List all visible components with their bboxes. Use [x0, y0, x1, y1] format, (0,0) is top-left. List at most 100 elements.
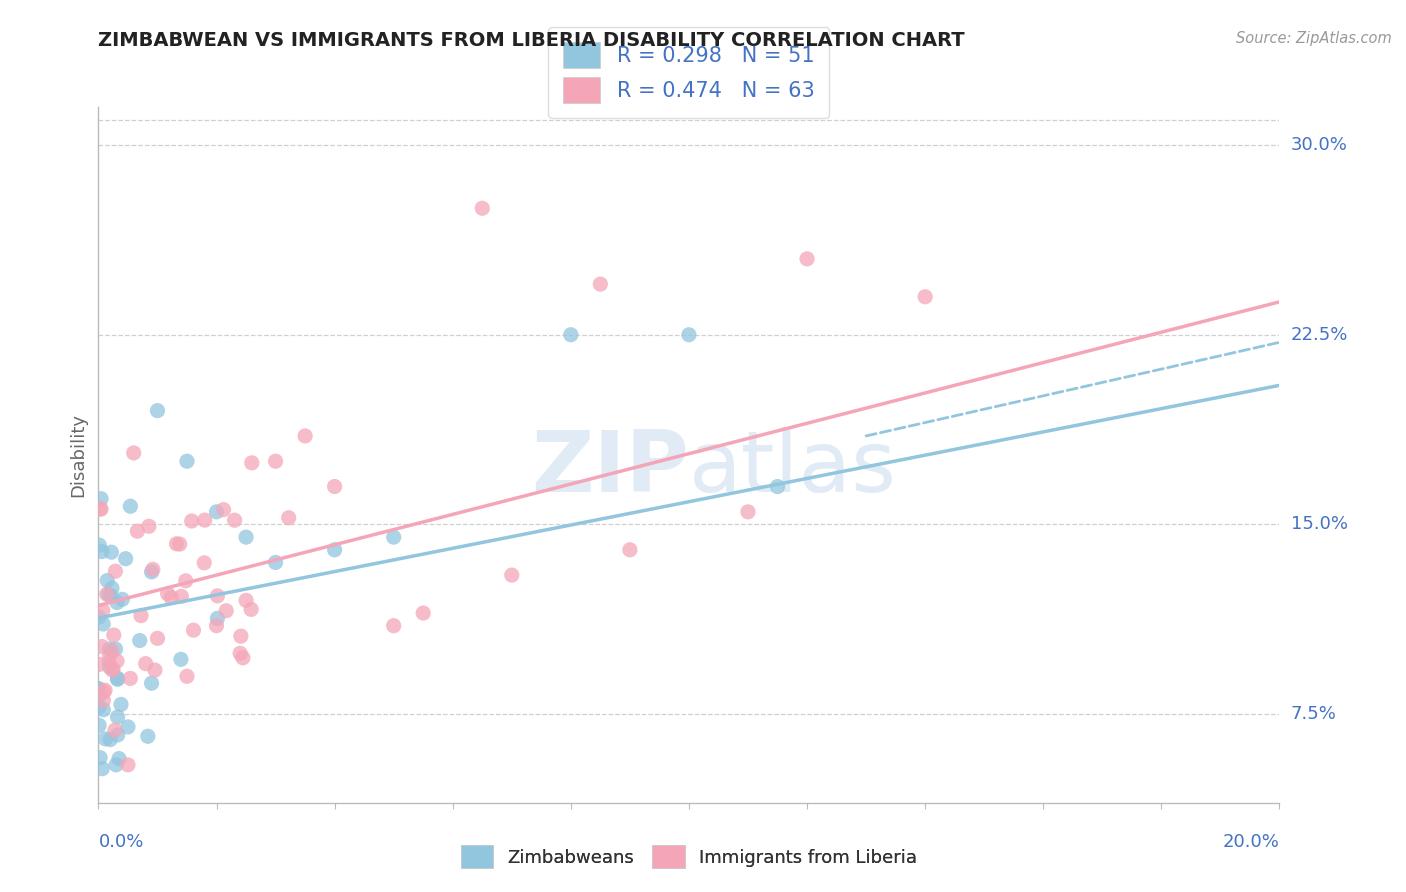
Text: 20.0%: 20.0%	[1223, 833, 1279, 851]
Point	[205, 618, 228, 632]
Point	[264, 556, 287, 570]
Point	[101, 663, 124, 677]
Point	[98, 656, 121, 670]
Point	[156, 587, 179, 601]
Point	[914, 290, 936, 304]
Point	[235, 593, 257, 607]
Point	[183, 623, 205, 637]
Point	[170, 590, 193, 604]
Point	[143, 663, 166, 677]
Point	[89, 750, 111, 764]
Point	[166, 537, 188, 551]
Point	[94, 683, 117, 698]
Text: ZIMBABWEAN VS IMMIGRANTS FROM LIBERIA DISABILITY CORRELATION CHART: ZIMBABWEAN VS IMMIGRANTS FROM LIBERIA DI…	[98, 31, 965, 50]
Point	[678, 327, 700, 342]
Point	[96, 587, 118, 601]
Point	[382, 618, 405, 632]
Point	[471, 201, 494, 215]
Point	[141, 565, 163, 579]
Point	[91, 762, 114, 776]
Point	[138, 519, 160, 533]
Point	[796, 252, 818, 266]
Point	[98, 648, 121, 663]
Point	[114, 551, 136, 566]
Point	[193, 556, 215, 570]
Point	[100, 545, 122, 559]
Point	[412, 606, 434, 620]
Point	[229, 629, 252, 643]
Point	[766, 479, 789, 493]
Point	[212, 502, 235, 516]
Text: 7.5%: 7.5%	[1291, 706, 1337, 723]
Point	[107, 671, 129, 685]
Text: 15.0%: 15.0%	[1291, 516, 1347, 533]
Point	[97, 588, 120, 602]
Point	[232, 650, 254, 665]
Point	[180, 514, 202, 528]
Point	[93, 685, 115, 699]
Point	[120, 500, 142, 514]
Point	[174, 574, 197, 588]
Point	[89, 657, 111, 672]
Point	[215, 604, 238, 618]
Point	[120, 672, 142, 686]
Point	[224, 513, 246, 527]
Text: Source: ZipAtlas.com: Source: ZipAtlas.com	[1236, 31, 1392, 46]
Point	[294, 429, 316, 443]
Point	[129, 608, 152, 623]
Point	[194, 513, 217, 527]
Point	[127, 524, 149, 538]
Text: ZIP: ZIP	[531, 427, 689, 510]
Point	[98, 660, 121, 674]
Point	[264, 454, 287, 468]
Point	[111, 592, 134, 607]
Point	[323, 479, 346, 493]
Point	[87, 700, 110, 714]
Point	[107, 728, 129, 742]
Point	[146, 632, 169, 646]
Point	[104, 564, 127, 578]
Point	[91, 603, 114, 617]
Point	[90, 491, 112, 506]
Point	[87, 690, 110, 704]
Point	[207, 589, 229, 603]
Point	[136, 729, 159, 743]
Point	[90, 502, 112, 516]
Point	[619, 542, 641, 557]
Point	[98, 732, 121, 747]
Point	[87, 682, 110, 697]
Point	[89, 501, 111, 516]
Point	[229, 646, 252, 660]
Point	[87, 610, 110, 624]
Point	[104, 723, 127, 738]
Point	[235, 530, 257, 544]
Point	[207, 611, 229, 625]
Point	[90, 544, 112, 558]
Point	[101, 662, 124, 676]
Point	[98, 642, 121, 657]
Point	[94, 731, 117, 746]
Point	[96, 574, 118, 588]
Text: 0.0%: 0.0%	[98, 833, 143, 851]
Point	[589, 277, 612, 292]
Point	[141, 676, 163, 690]
Point	[382, 530, 405, 544]
Point	[91, 640, 114, 654]
Point	[89, 538, 111, 552]
Point	[107, 710, 129, 724]
Point	[176, 669, 198, 683]
Point	[89, 718, 111, 732]
Point	[107, 673, 129, 687]
Point	[101, 581, 124, 595]
Point	[135, 657, 157, 671]
Text: atlas: atlas	[689, 427, 897, 510]
Point	[91, 693, 114, 707]
Point	[103, 628, 125, 642]
Legend: Zimbabweans, Immigrants from Liberia: Zimbabweans, Immigrants from Liberia	[451, 836, 927, 877]
Point	[240, 456, 263, 470]
Point	[170, 652, 193, 666]
Point	[146, 403, 169, 417]
Point	[323, 542, 346, 557]
Point	[501, 568, 523, 582]
Point	[277, 510, 299, 524]
